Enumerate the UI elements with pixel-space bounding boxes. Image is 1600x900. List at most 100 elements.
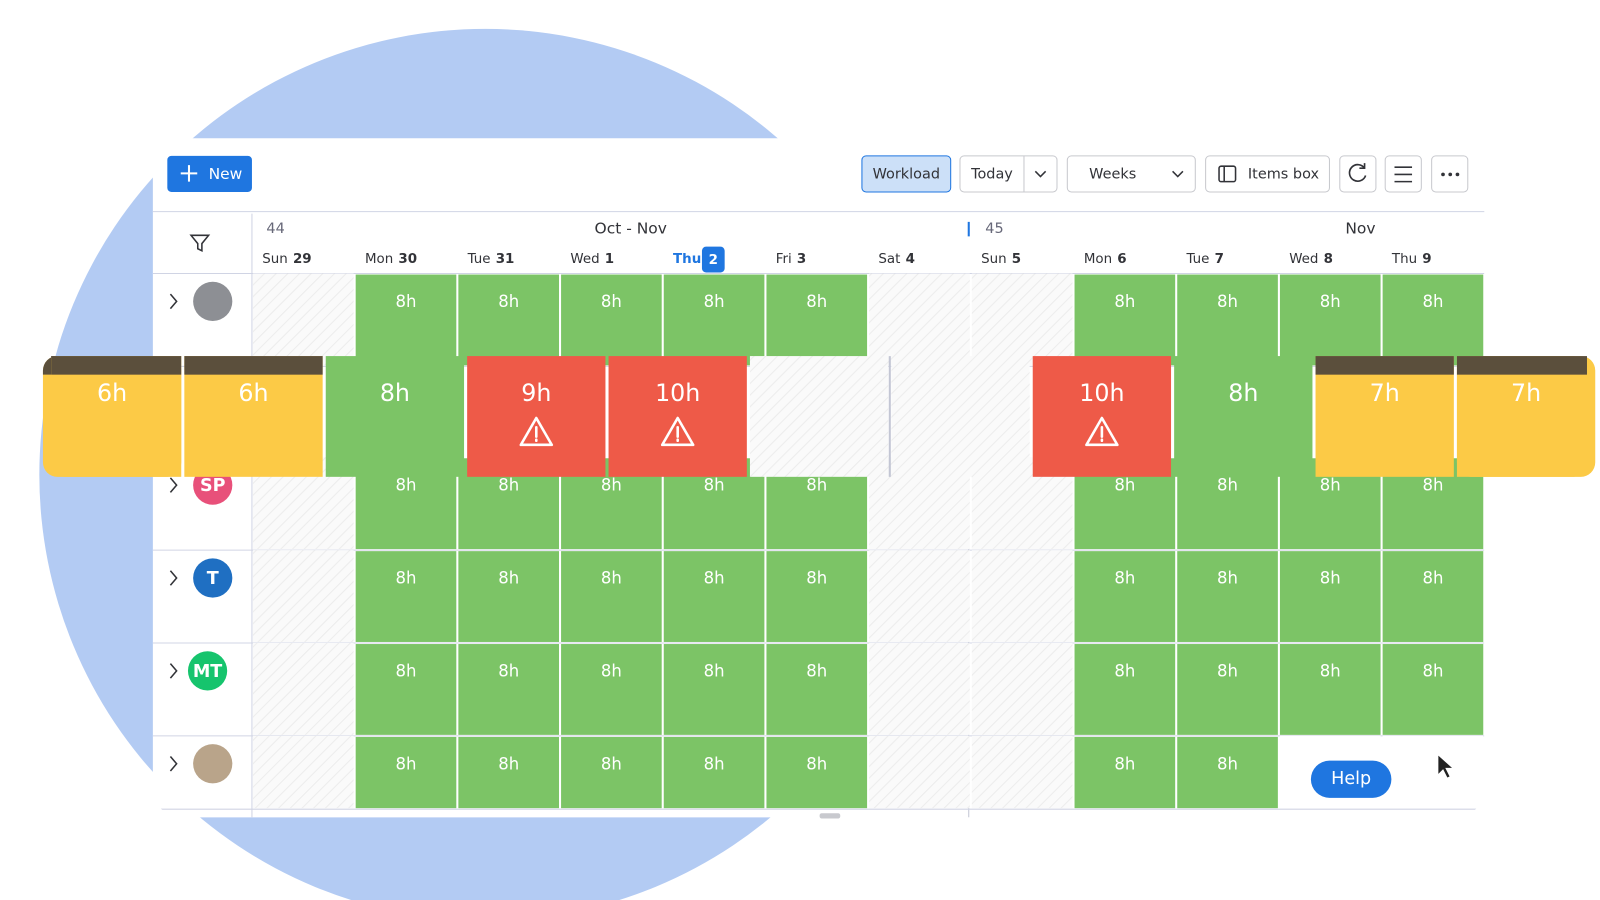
day-label: Tue 31 bbox=[467, 252, 515, 267]
day-name: Thu bbox=[1391, 252, 1417, 267]
day-name: Tue bbox=[1186, 252, 1210, 267]
items-box-label: Items box bbox=[1248, 166, 1320, 182]
workload-cell[interactable] bbox=[467, 356, 606, 477]
workload-cell[interactable] bbox=[1174, 356, 1313, 477]
workload-cell[interactable] bbox=[355, 274, 457, 366]
workload-hours: 8h bbox=[1114, 292, 1135, 311]
workload-cell[interactable] bbox=[1074, 644, 1176, 735]
workload-cell[interactable] bbox=[561, 644, 662, 735]
workload-hours: 8h bbox=[1320, 661, 1341, 680]
workload-cell[interactable] bbox=[1382, 274, 1484, 366]
expand-chevron[interactable] bbox=[169, 293, 178, 310]
day-label: Wed 1 bbox=[570, 252, 614, 267]
expand-chevron[interactable] bbox=[169, 570, 178, 586]
workload-cell[interactable] bbox=[1279, 551, 1381, 642]
weeks-dropdown[interactable] bbox=[1066, 155, 1196, 193]
day-date: 2 bbox=[709, 253, 718, 268]
empty-cell bbox=[971, 273, 1073, 366]
workload-cell[interactable] bbox=[1074, 736, 1176, 809]
expand-chevron[interactable] bbox=[169, 663, 178, 679]
workload-cell[interactable] bbox=[561, 274, 662, 366]
workload-hours: 8h bbox=[601, 569, 622, 588]
expand-chevron[interactable] bbox=[169, 756, 178, 772]
workload-cell[interactable] bbox=[1032, 356, 1172, 477]
empty-cell bbox=[749, 356, 889, 477]
day-date: 3 bbox=[797, 252, 806, 267]
workload-hours: 8h bbox=[806, 754, 827, 773]
items-box-button[interactable] bbox=[1205, 155, 1330, 193]
empty-cell bbox=[971, 735, 1073, 809]
day-label: Thu bbox=[673, 252, 701, 267]
day-name: Mon bbox=[1084, 252, 1112, 267]
workload-cell[interactable] bbox=[458, 644, 560, 735]
workload-cell[interactable] bbox=[458, 736, 560, 809]
workload-cell[interactable] bbox=[355, 736, 457, 809]
workload-cell[interactable] bbox=[608, 356, 747, 477]
workload-hours: 8h bbox=[396, 569, 417, 588]
workload-cell[interactable] bbox=[663, 551, 765, 642]
workload-cell[interactable] bbox=[325, 356, 465, 477]
workload-cell[interactable] bbox=[561, 736, 662, 809]
empty-cell bbox=[252, 550, 354, 642]
new-button[interactable] bbox=[167, 155, 252, 192]
warning-icon bbox=[660, 416, 695, 447]
day-date: 4 bbox=[906, 252, 915, 267]
day-name: Mon bbox=[365, 252, 393, 267]
workload-cell[interactable] bbox=[663, 274, 765, 366]
workload-button[interactable] bbox=[861, 155, 952, 193]
scrollbar bbox=[819, 813, 841, 819]
workload-cell[interactable] bbox=[1279, 274, 1381, 366]
warning-icon bbox=[519, 416, 554, 447]
today-button[interactable] bbox=[959, 155, 1058, 193]
day-name: Wed bbox=[1289, 252, 1318, 267]
expand-chevron[interactable] bbox=[169, 477, 178, 493]
cell-edge bbox=[1456, 356, 1575, 477]
workload-cell[interactable] bbox=[1177, 551, 1278, 642]
workload-cell[interactable] bbox=[458, 274, 560, 366]
workload-hours: 8h bbox=[601, 661, 622, 680]
workload-cell[interactable] bbox=[766, 274, 868, 366]
workload-cell[interactable] bbox=[1074, 274, 1176, 366]
workload-cell[interactable] bbox=[766, 551, 868, 642]
workload-cell[interactable] bbox=[561, 551, 662, 642]
workload-hours: 8h bbox=[1422, 476, 1443, 495]
workload-cell[interactable] bbox=[458, 551, 560, 642]
workload-cell[interactable] bbox=[1315, 356, 1454, 477]
workload-hours: 8h bbox=[704, 292, 725, 311]
avatar-initials: SP bbox=[200, 476, 226, 496]
workload-cell[interactable] bbox=[766, 736, 868, 809]
workload-hours: 8h bbox=[498, 569, 519, 588]
workload-cell[interactable] bbox=[766, 644, 868, 735]
workload-hours: 8h bbox=[1217, 661, 1238, 680]
workload-cell[interactable] bbox=[184, 356, 323, 477]
workload-cell[interactable] bbox=[355, 644, 457, 735]
workload-hours: 10h bbox=[655, 379, 700, 407]
refresh-button[interactable] bbox=[1339, 155, 1377, 193]
empty-cell bbox=[869, 550, 970, 642]
workload-hours: 8h bbox=[396, 661, 417, 680]
workload-cell[interactable] bbox=[355, 551, 457, 642]
day-name: Fri bbox=[776, 252, 792, 267]
workload-cell[interactable] bbox=[1279, 644, 1381, 735]
day-date: 5 bbox=[1012, 252, 1021, 267]
workload-cell[interactable] bbox=[1382, 644, 1484, 735]
cell-top-bar bbox=[51, 356, 182, 375]
help-button[interactable] bbox=[1310, 760, 1392, 798]
day-name: Tue bbox=[467, 252, 491, 267]
workload-cell[interactable] bbox=[1177, 274, 1278, 366]
filter-icon[interactable] bbox=[189, 234, 211, 253]
workload-cell[interactable] bbox=[663, 644, 765, 735]
workload-cell[interactable] bbox=[663, 736, 765, 809]
day-date: 1 bbox=[605, 252, 614, 267]
workload-hours: 8h bbox=[704, 754, 725, 773]
cell-edge bbox=[63, 356, 182, 477]
workload-hours: 8h bbox=[396, 292, 417, 311]
workload-cell[interactable] bbox=[1177, 736, 1278, 809]
workload-cell[interactable] bbox=[1177, 644, 1278, 735]
workload-cell[interactable] bbox=[1074, 551, 1176, 642]
workload-hours: 8h bbox=[806, 292, 827, 311]
workload-cell[interactable] bbox=[1382, 551, 1484, 642]
day-label: Wed 8 bbox=[1289, 252, 1333, 267]
workload-hours: 6h bbox=[238, 379, 268, 407]
